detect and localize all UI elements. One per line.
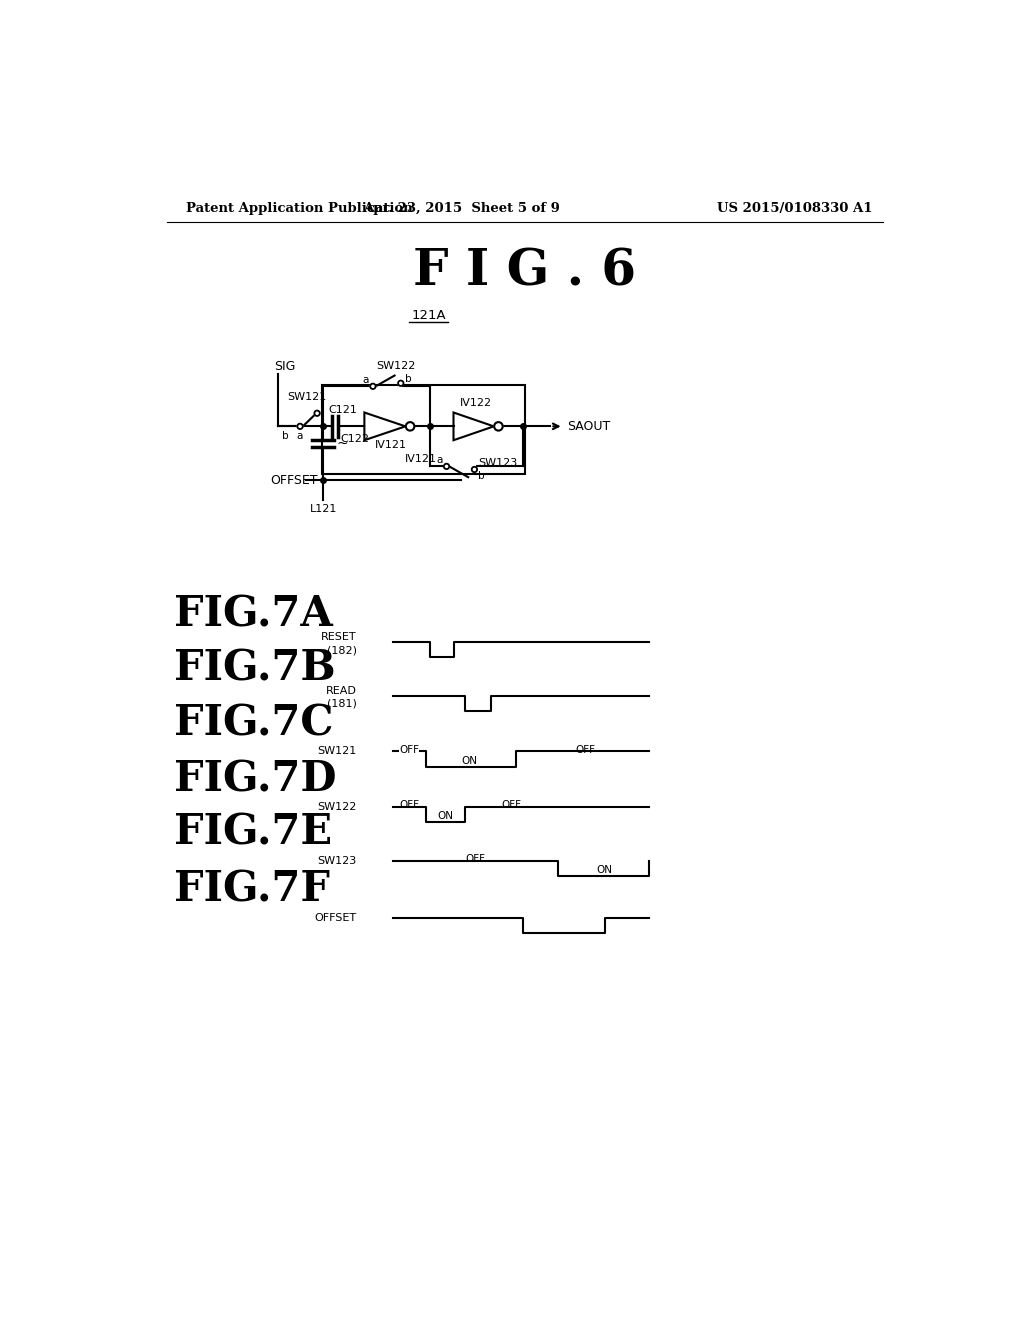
Text: Apr. 23, 2015  Sheet 5 of 9: Apr. 23, 2015 Sheet 5 of 9 xyxy=(362,202,560,215)
Text: RESET: RESET xyxy=(321,632,356,642)
Circle shape xyxy=(398,380,403,385)
Text: b: b xyxy=(282,432,289,441)
Text: OFF: OFF xyxy=(502,800,521,810)
Circle shape xyxy=(314,411,319,416)
Text: OFFSET: OFFSET xyxy=(270,474,317,487)
Text: F I G . 6: F I G . 6 xyxy=(414,248,636,297)
Text: OFFSET: OFFSET xyxy=(314,912,356,923)
Text: FIG.7B: FIG.7B xyxy=(174,647,336,689)
Text: FIG.7C: FIG.7C xyxy=(174,702,334,744)
Circle shape xyxy=(371,384,376,389)
Text: OFF: OFF xyxy=(465,854,485,865)
Text: ~: ~ xyxy=(337,437,348,450)
Text: US 2015/0108330 A1: US 2015/0108330 A1 xyxy=(717,202,872,215)
Text: 121A: 121A xyxy=(412,309,446,322)
Circle shape xyxy=(297,424,303,429)
Text: IV121: IV121 xyxy=(375,440,407,450)
Text: SW121: SW121 xyxy=(317,746,356,756)
Circle shape xyxy=(495,422,503,430)
Bar xyxy=(322,385,524,474)
Text: a: a xyxy=(436,455,442,465)
Text: C121: C121 xyxy=(329,405,357,416)
Text: (182): (182) xyxy=(327,645,356,655)
Text: b: b xyxy=(406,374,412,384)
Circle shape xyxy=(406,422,415,430)
Text: FIG.7A: FIG.7A xyxy=(174,593,333,635)
Text: SW122: SW122 xyxy=(317,801,356,812)
Text: SW123: SW123 xyxy=(317,855,356,866)
Text: SIG: SIG xyxy=(274,360,296,372)
Circle shape xyxy=(443,463,450,469)
Circle shape xyxy=(472,467,477,473)
Text: FIG.7E: FIG.7E xyxy=(174,812,333,854)
Text: READ: READ xyxy=(326,686,356,696)
Text: (181): (181) xyxy=(327,700,356,709)
Text: SW123: SW123 xyxy=(478,458,517,469)
Text: OFF: OFF xyxy=(575,744,595,755)
Text: ON: ON xyxy=(461,755,477,766)
Text: b: b xyxy=(478,471,485,482)
Text: FIG.7F: FIG.7F xyxy=(174,869,331,911)
Text: Patent Application Publication: Patent Application Publication xyxy=(186,202,413,215)
Text: OFF: OFF xyxy=(399,800,419,810)
Text: L121: L121 xyxy=(309,504,337,513)
Text: IV121: IV121 xyxy=(406,454,437,463)
Text: ON: ON xyxy=(437,810,454,821)
Text: SW122: SW122 xyxy=(376,362,416,371)
Text: IV122: IV122 xyxy=(460,399,492,408)
Text: a: a xyxy=(297,432,303,441)
Text: FIG.7D: FIG.7D xyxy=(174,758,337,800)
Text: SAOUT: SAOUT xyxy=(567,420,610,433)
Text: a: a xyxy=(362,375,369,385)
Text: ON: ON xyxy=(597,865,612,875)
Text: OFF: OFF xyxy=(399,744,419,755)
Text: C122: C122 xyxy=(340,434,370,444)
Text: SW121: SW121 xyxy=(287,392,326,403)
